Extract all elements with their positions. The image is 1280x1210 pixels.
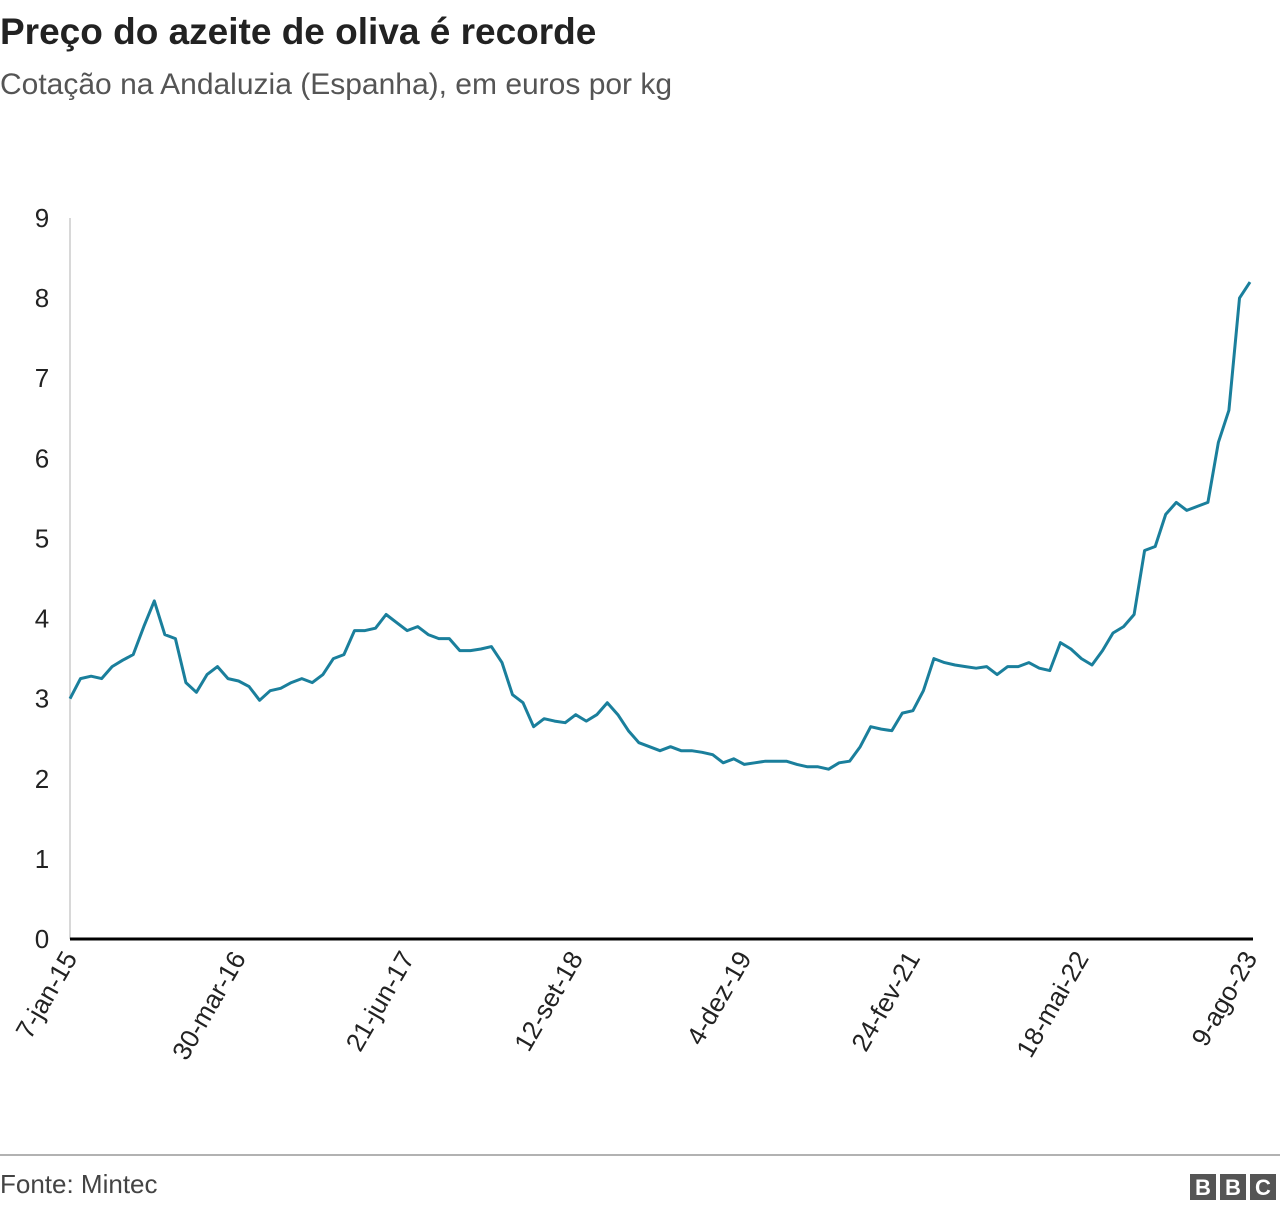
x-tick-label: 9-ago-23 — [1185, 946, 1263, 1051]
y-tick-label: 3 — [35, 684, 49, 714]
y-tick-label: 4 — [35, 604, 49, 634]
logo-letter: B — [1225, 1175, 1241, 1200]
x-tick-label: 30-mar-16 — [166, 946, 252, 1065]
y-tick-label: 8 — [35, 283, 49, 313]
logo-letter: B — [1195, 1175, 1211, 1200]
x-tick-label: 24-fev-21 — [845, 946, 926, 1056]
y-tick-label: 7 — [35, 363, 49, 393]
line-series — [68, 281, 1252, 771]
x-tick-label: 12-set-18 — [508, 946, 589, 1056]
logo-box — [1250, 1174, 1276, 1200]
bbc-logo: B B C — [1190, 1174, 1276, 1200]
y-tick-label: 5 — [35, 523, 49, 553]
source: Fonte: Mintec — [0, 1169, 158, 1199]
y-tick-label: 9 — [35, 203, 49, 233]
logo-box — [1190, 1174, 1216, 1200]
chart-title: Preço do azeite de oliva é recorde — [0, 11, 596, 52]
logo-letter: C — [1255, 1175, 1271, 1200]
chart-subtitle: Cotação na Andaluzia (Espanha), em euros… — [0, 68, 672, 101]
logo-box — [1220, 1174, 1246, 1200]
y-tick-label: 6 — [35, 443, 49, 473]
x-tick-label: 18-mai-22 — [1010, 946, 1095, 1062]
y-tick-label: 2 — [35, 764, 49, 794]
x-tick-label: 4-dez-19 — [680, 946, 757, 1050]
y-tick-label: 0 — [35, 924, 49, 954]
x-tick-label: 7-jan-15 — [10, 946, 84, 1044]
x-tick-label: 21-jun-17 — [339, 946, 420, 1056]
y-tick-label: 1 — [35, 844, 49, 874]
